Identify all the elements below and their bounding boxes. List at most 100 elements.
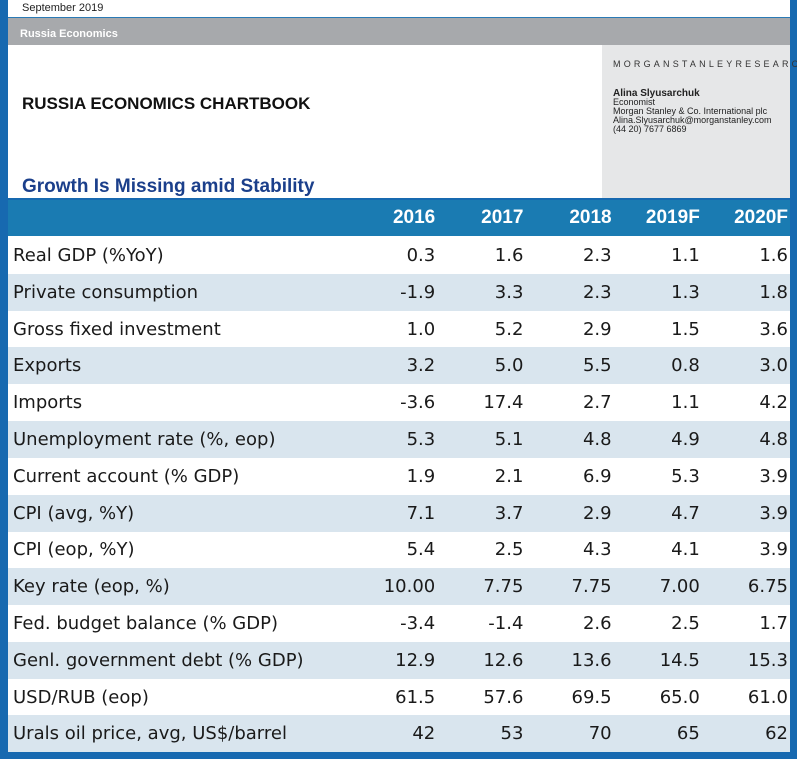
- author-panel: MORGANSTANLEYRESEARCH Alina Slyusarchuk …: [602, 45, 797, 198]
- table-header-row: 2016 2017 2018 2019F 2020F: [8, 200, 790, 236]
- row-label: Gross fixed investment: [13, 318, 221, 340]
- value-cell: 5.0: [494, 355, 524, 377]
- value-cell: 3.0: [759, 355, 788, 377]
- value-cell: 4.9: [671, 429, 700, 450]
- value-cell: 15.3: [747, 649, 788, 671]
- row-label: Fed. budget balance (% GDP): [13, 613, 278, 634]
- row-label: USD/RUB (eop): [13, 686, 149, 708]
- row-label: Imports: [13, 392, 83, 414]
- row-label: CPI (avg, %Y): [13, 502, 135, 524]
- value-cell: 5.5: [582, 355, 612, 377]
- value-cell: 65: [676, 723, 700, 745]
- row-label: Genl. government debt (% GDP): [13, 649, 304, 671]
- table-row: CPI (avg, %Y) 7.1 3.7 2.9 4.7 3.9: [8, 494, 790, 532]
- author-info: Alina Slyusarchuk Economist Morgan Stanl…: [613, 89, 772, 134]
- value-cell: 70: [588, 723, 612, 745]
- brand-label: MORGANSTANLEYRESEARCH: [613, 59, 797, 69]
- value-cell: 4.7: [671, 502, 700, 524]
- value-cell: -3.6: [400, 392, 436, 414]
- author-role: Economist: [613, 97, 656, 107]
- value-cell: 5.3: [671, 465, 700, 487]
- value-cell: 7.75: [571, 576, 612, 598]
- value-cell: 4.1: [671, 539, 700, 561]
- value-cell: 0.3: [406, 245, 436, 266]
- value-cell: 6.9: [582, 465, 612, 487]
- value-cell: 1.1: [671, 392, 700, 414]
- value-cell: 7.00: [659, 576, 700, 598]
- value-cell: 2.3: [582, 281, 612, 303]
- value-cell: 2.7: [582, 392, 612, 414]
- table-row: USD/RUB (eop) 61.5 57.6 69.5 65.0 61.0: [8, 679, 790, 716]
- value-cell: 1.6: [494, 245, 524, 266]
- value-cell: 57.6: [483, 686, 524, 708]
- row-label: Current account (% GDP): [13, 465, 240, 487]
- value-cell: 7.75: [483, 576, 524, 598]
- value-cell: 61.5: [395, 686, 436, 708]
- row-label: Unemployment rate (%, eop): [13, 429, 276, 450]
- value-cell: 3.6: [759, 318, 788, 340]
- value-cell: 2.3: [582, 245, 612, 266]
- table-row: Exports 3.2 5.0 5.5 0.8 3.0: [8, 347, 790, 385]
- section-bar: Russia Economics: [8, 18, 790, 45]
- value-cell: 3.7: [494, 502, 524, 524]
- row-label: Key rate (eop, %): [13, 576, 170, 598]
- column-header: 2017: [481, 207, 524, 228]
- value-cell: 2.5: [494, 539, 524, 561]
- table-row: Imports -3.6 17.4 2.7 1.1 4.2: [8, 384, 790, 421]
- author-company: Morgan Stanley & Co. International plc: [613, 106, 768, 116]
- value-cell: 1.5: [671, 318, 700, 340]
- value-cell: 2.1: [494, 465, 524, 487]
- author-phone: (44 20) 7677 6869: [613, 124, 687, 134]
- table-row: Real GDP (%YoY) 0.3 1.6 2.3 1.1 1.6: [8, 237, 790, 274]
- report-title: RUSSIA ECONOMICS CHARTBOOK: [22, 94, 311, 113]
- value-cell: 5.2: [494, 318, 524, 340]
- divider: [8, 17, 790, 18]
- report-date: September 2019: [22, 2, 104, 14]
- value-cell: 5.1: [494, 429, 524, 450]
- table-row: Gross fixed investment 1.0 5.2 2.9 1.5 3.6: [8, 311, 790, 348]
- value-cell: 10.00: [383, 576, 436, 598]
- forecast-table: 2016 2017 2018 2019F 2020F Real GDP (%Yo…: [8, 200, 790, 753]
- row-label: Exports: [13, 355, 82, 377]
- value-cell: 2.9: [582, 502, 612, 524]
- value-cell: 1.7: [759, 613, 788, 634]
- value-cell: 14.5: [659, 649, 700, 671]
- value-cell: 42: [412, 723, 436, 745]
- table-row: Unemployment rate (%, eop) 5.3 5.1 4.8 4.9 4.…: [8, 421, 790, 458]
- value-cell: -3.4: [400, 613, 436, 634]
- value-cell: 12.6: [483, 649, 524, 671]
- table-row: CPI (eop, %Y) 5.4 2.5 4.3 4.1 3.9: [8, 531, 790, 568]
- table-row: Private consumption -1.9 3.3 2.3 1.3 1.8: [8, 273, 790, 311]
- value-cell: 1.0: [406, 318, 436, 340]
- column-header: 2020F: [734, 207, 788, 228]
- value-cell: 5.4: [406, 539, 436, 561]
- value-cell: 1.8: [759, 281, 788, 303]
- value-cell: 3.9: [759, 502, 788, 524]
- value-cell: 3.2: [406, 355, 436, 377]
- report-header: September 2019 Russia Economics MORGANST…: [8, 0, 797, 198]
- row-label: Private consumption: [13, 281, 199, 303]
- value-cell: 17.4: [483, 392, 524, 414]
- value-cell: 2.5: [671, 613, 700, 634]
- value-cell: 3.9: [759, 539, 788, 561]
- value-cell: 4.2: [759, 392, 788, 414]
- value-cell: 62: [765, 723, 788, 745]
- section-name: Russia Economics: [20, 28, 118, 40]
- value-cell: 65.0: [659, 686, 700, 708]
- value-cell: 5.3: [406, 429, 436, 450]
- value-cell: 7.1: [406, 502, 436, 524]
- value-cell: 61.0: [747, 686, 788, 708]
- column-header: 2019F: [645, 207, 700, 228]
- value-cell: 4.8: [582, 429, 612, 450]
- value-cell: 53: [500, 723, 524, 745]
- table-row: Current account (% GDP) 1.9 2.1 6.9 5.3 3.9: [8, 458, 790, 495]
- value-cell: 0.8: [671, 355, 700, 377]
- value-cell: 3.3: [494, 281, 524, 303]
- value-cell: 2.9: [582, 318, 612, 340]
- column-header: 2016: [392, 207, 436, 228]
- value-cell: -1.9: [400, 281, 436, 303]
- value-cell: 4.3: [582, 539, 612, 561]
- value-cell: 3.9: [759, 465, 788, 487]
- author-email[interactable]: Alina.Slyusarchuk@morganstanley.com: [613, 115, 772, 125]
- value-cell: 12.9: [395, 649, 436, 671]
